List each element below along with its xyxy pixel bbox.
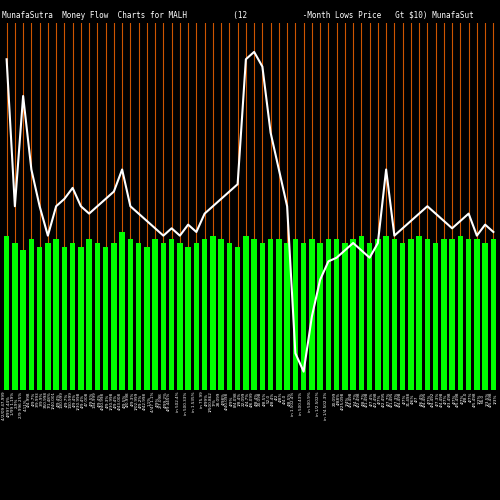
Bar: [375, 240, 380, 390]
Bar: [260, 243, 265, 390]
Bar: [103, 246, 108, 390]
Bar: [45, 243, 51, 390]
Bar: [433, 243, 438, 390]
Bar: [292, 240, 298, 390]
Bar: [450, 240, 455, 390]
Bar: [326, 240, 331, 390]
Bar: [392, 240, 397, 390]
Bar: [70, 243, 75, 390]
Bar: [4, 236, 10, 390]
Bar: [120, 232, 125, 390]
Bar: [301, 243, 306, 390]
Bar: [169, 240, 174, 390]
Bar: [111, 243, 116, 390]
Bar: [342, 243, 347, 390]
Bar: [268, 240, 274, 390]
Bar: [416, 236, 422, 390]
Bar: [318, 243, 323, 390]
Bar: [144, 246, 150, 390]
Bar: [218, 240, 224, 390]
Bar: [152, 240, 158, 390]
Bar: [235, 246, 240, 390]
Bar: [490, 240, 496, 390]
Bar: [12, 243, 18, 390]
Bar: [28, 240, 34, 390]
Bar: [466, 240, 471, 390]
Bar: [276, 240, 281, 390]
Bar: [20, 250, 26, 390]
Bar: [309, 240, 314, 390]
Bar: [252, 240, 257, 390]
Bar: [194, 243, 199, 390]
Bar: [458, 236, 463, 390]
Bar: [243, 236, 248, 390]
Bar: [128, 240, 133, 390]
Bar: [367, 243, 372, 390]
Bar: [177, 243, 182, 390]
Bar: [334, 240, 340, 390]
Bar: [78, 246, 84, 390]
Bar: [284, 243, 290, 390]
Bar: [482, 243, 488, 390]
Bar: [160, 243, 166, 390]
Bar: [350, 240, 356, 390]
Bar: [408, 240, 414, 390]
Bar: [62, 246, 67, 390]
Bar: [94, 243, 100, 390]
Bar: [54, 240, 59, 390]
Bar: [400, 243, 406, 390]
Bar: [186, 246, 191, 390]
Bar: [37, 246, 43, 390]
Bar: [86, 240, 92, 390]
Bar: [441, 240, 446, 390]
Bar: [226, 243, 232, 390]
Bar: [136, 243, 141, 390]
Bar: [474, 240, 480, 390]
Bar: [210, 236, 216, 390]
Bar: [202, 240, 207, 390]
Text: MunafaSutra  Money Flow  Charts for MALH          (12            -Month Lows Pri: MunafaSutra Money Flow Charts for MALH (…: [2, 12, 474, 20]
Bar: [384, 236, 389, 390]
Bar: [358, 236, 364, 390]
Bar: [424, 240, 430, 390]
